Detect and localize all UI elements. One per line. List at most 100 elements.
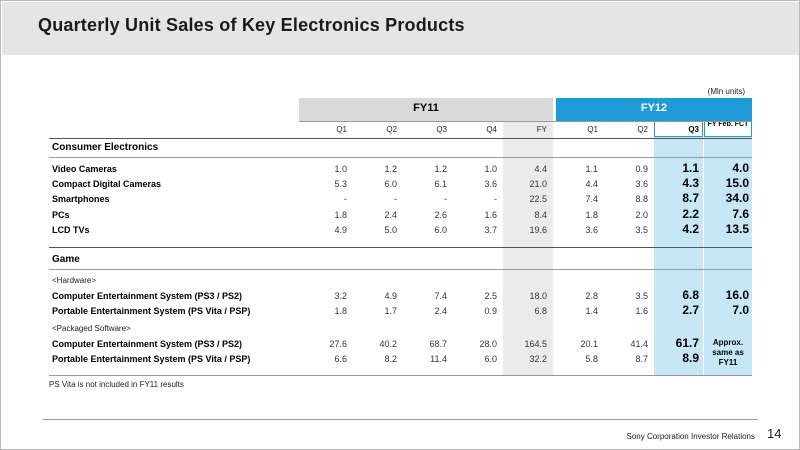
table-cell: 40.2 <box>379 339 397 349</box>
table-cell: 1.0 <box>484 164 497 174</box>
header-rule <box>299 121 752 122</box>
table-cell: 8.7 <box>682 191 699 205</box>
fy11-total-column-shade <box>503 121 553 375</box>
table-cell: 3.5 <box>635 225 648 235</box>
table-cell: 1.2 <box>384 164 397 174</box>
col-header-fy11-q1: Q1 <box>336 125 347 134</box>
table-cell: 2.0 <box>635 210 648 220</box>
table-cell: 0.9 <box>484 306 497 316</box>
table-cell: 1.6 <box>635 306 648 316</box>
table-cell: 1.6 <box>484 210 497 220</box>
table-cell: 8.4 <box>534 210 547 220</box>
table-cell: 21.0 <box>529 179 547 189</box>
row-label-smartphones: Smartphones <box>52 194 110 204</box>
table-cell: 7.4 <box>434 291 447 301</box>
col-header-fy12-q3: Q3 <box>688 125 699 134</box>
footnote: PS Vita is not included in FY11 results <box>49 380 184 389</box>
table-cell: 1.0 <box>334 164 347 174</box>
col-header-fy11-fy: FY <box>536 125 547 134</box>
col-header-feb-forecast: FY Feb. FCT <box>707 121 749 128</box>
table-cell: 3.2 <box>334 291 347 301</box>
feb-forecast-software-note: Approx. same as FY11 <box>712 338 744 367</box>
table-cell: 5.8 <box>585 354 598 364</box>
table-cell: 2.6 <box>434 210 447 220</box>
table-cell: 1.8 <box>334 306 347 316</box>
table-cell: 8.8 <box>635 194 648 204</box>
table-cell: 3.6 <box>585 225 598 235</box>
table-cell: 4.9 <box>334 225 347 235</box>
table-cell: 18.0 <box>529 291 547 301</box>
table-cell: 6.0 <box>434 225 447 235</box>
page-number: 14 <box>767 426 782 441</box>
table-cell: 5.3 <box>334 179 347 189</box>
table-cell: 1.8 <box>585 210 598 220</box>
table-cell: 6.6 <box>334 354 347 364</box>
table-cell: 2.2 <box>682 207 699 221</box>
table-cell: 13.5 <box>725 222 749 236</box>
table-cell: 8.2 <box>384 354 397 364</box>
table-cell: 2.4 <box>434 306 447 316</box>
table-cell: 2.4 <box>384 210 397 220</box>
row-label-video-cameras: Video Cameras <box>52 164 117 174</box>
table-cell: 61.7 <box>675 336 699 350</box>
col-header-fy12-q2: Q2 <box>637 125 648 134</box>
table-cell: 34.0 <box>725 191 749 205</box>
table-cell: 3.6 <box>635 179 648 189</box>
table-cell: 32.2 <box>529 354 547 364</box>
table-cell: - <box>344 194 347 204</box>
table-cell: 164.5 <box>524 339 547 349</box>
page-title: Quarterly Unit Sales of Key Electronics … <box>38 15 465 35</box>
table-cell: 27.6 <box>329 339 347 349</box>
table-cell: 7.0 <box>732 303 749 317</box>
table-cell: 20.1 <box>580 339 598 349</box>
section-consumer-electronics: Consumer Electronics <box>52 142 159 153</box>
fy11-group-label: FY11 <box>413 102 439 114</box>
table-cell: 15.0 <box>725 176 749 190</box>
table-cell: 7.4 <box>585 194 598 204</box>
table-cell: 22.5 <box>529 194 547 204</box>
table-cell: 2.8 <box>585 291 598 301</box>
table-cell: 7.6 <box>732 207 749 221</box>
table-cell: 3.5 <box>635 291 648 301</box>
table-cell: - <box>444 194 447 204</box>
table-cell: 4.3 <box>682 176 699 190</box>
fy12-header-band <box>556 98 752 121</box>
footer-rule <box>43 419 758 420</box>
row-label-sw-ps3-ps2: Computer Entertainment System (PS3 / PS2… <box>52 339 243 349</box>
table-cell: 4.4 <box>585 179 598 189</box>
section-game: Game <box>52 254 80 265</box>
rule-before-game <box>49 247 752 248</box>
table-cell: 1.7 <box>384 306 397 316</box>
title-bar: Quarterly Unit Sales of Key Electronics … <box>2 2 799 55</box>
table-cell: 3.7 <box>484 225 497 235</box>
table-cell: 41.4 <box>630 339 648 349</box>
table-cell: 2.7 <box>682 303 699 317</box>
row-label-sw-psvita-psp: Portable Entertainment System (PS Vita /… <box>52 354 251 364</box>
col-header-fy12-q1: Q1 <box>587 125 598 134</box>
table-cell: 1.1 <box>585 164 598 174</box>
table-bottom-rule <box>49 375 752 376</box>
table-cell: 8.7 <box>635 354 648 364</box>
table-cell: 6.8 <box>534 306 547 316</box>
table-cell: 16.0 <box>725 288 749 302</box>
table-cell: 4.9 <box>384 291 397 301</box>
feb-forecast-column-shade <box>704 121 752 375</box>
table-cell: 28.0 <box>479 339 497 349</box>
row-label-hw-psvita-psp: Portable Entertainment System (PS Vita /… <box>52 306 251 316</box>
footer-org: Sony Corporation Investor Relations <box>626 432 755 441</box>
table-cell: 11.4 <box>430 354 447 364</box>
row-label-pcs: PCs <box>52 210 70 220</box>
table-cell: 1.8 <box>334 210 347 220</box>
rule-after-game-title <box>49 269 752 270</box>
table-cell: 3.6 <box>484 179 497 189</box>
table-cell: 68.7 <box>429 339 447 349</box>
table-cell: 6.1 <box>434 179 447 189</box>
table-cell: 19.6 <box>529 225 547 235</box>
rule-after-ce-title <box>49 157 752 158</box>
table-cell: 4.2 <box>682 222 699 236</box>
table-cell: 1.4 <box>585 306 598 316</box>
units-label: (Mln units) <box>707 87 745 96</box>
table-cell: 6.0 <box>484 354 497 364</box>
fy12-q3-column-shade <box>654 121 703 375</box>
